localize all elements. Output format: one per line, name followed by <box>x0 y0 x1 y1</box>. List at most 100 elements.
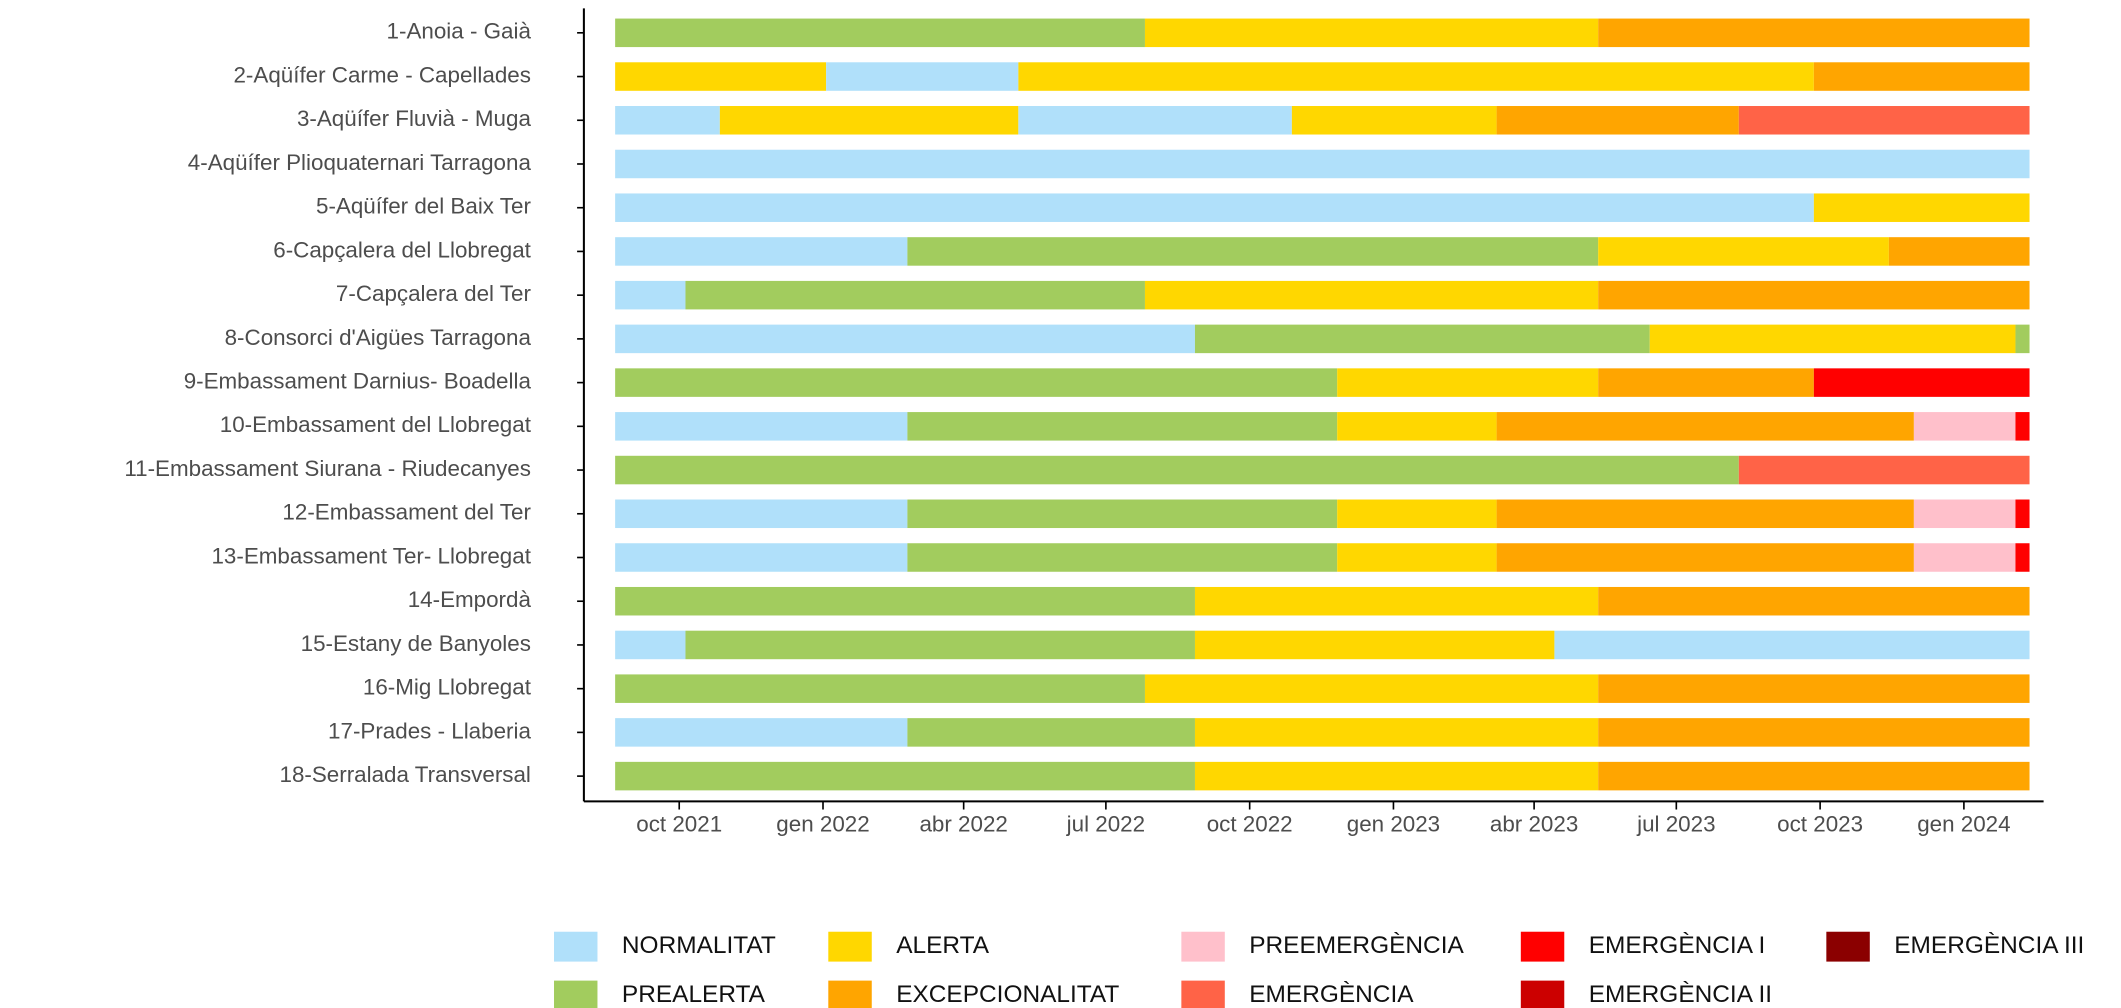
legend-label: EXCEPCIONALITAT <box>896 981 1119 1008</box>
segment <box>615 412 908 441</box>
segment <box>1813 62 2030 91</box>
x-tick-label: oct 2022 <box>1207 812 1293 837</box>
segment <box>2015 324 2030 354</box>
segment <box>615 149 2030 179</box>
segment <box>1194 630 1555 660</box>
y-tick-label: 13-Embassament Ter- Llobregat <box>211 543 531 568</box>
segment <box>1337 499 1497 529</box>
legend-key <box>1520 980 1565 1008</box>
segment <box>1738 106 2030 135</box>
y-tick-label: 15-Estany de Banyoles <box>301 631 531 656</box>
segment <box>2015 412 2030 441</box>
x-tick-label: gen 2024 <box>1917 812 2010 837</box>
segment <box>615 324 1195 354</box>
y-tick-label: 2-Aqüífer Carme - Capellades <box>233 62 530 87</box>
segment <box>615 62 827 91</box>
segment <box>1598 368 1814 397</box>
legend-label: PREEMERGÈNCIA <box>1249 932 1464 959</box>
segment <box>615 237 908 266</box>
segment <box>1598 280 2030 310</box>
segment <box>1291 106 1497 135</box>
segment <box>1598 18 2030 48</box>
y-tick-label: 4-Aqüífer Plioquaternari Tarragona <box>188 150 532 175</box>
legend-label: EMERGÈNCIA <box>1249 981 1414 1008</box>
x-tick-label: oct 2023 <box>1777 812 1863 837</box>
legend-label: EMERGÈNCIA III <box>1894 932 2084 959</box>
x-tick-label: jul 2023 <box>1636 812 1715 837</box>
y-tick-label: 3-Aqüífer Fluvià - Muga <box>297 106 532 131</box>
segment <box>615 368 1338 397</box>
segment <box>1913 543 2016 572</box>
legend-label: ALERTA <box>896 932 990 959</box>
segment <box>1194 718 1599 747</box>
segment <box>1194 324 1650 354</box>
x-tick-label: jul 2022 <box>1066 812 1145 837</box>
segment <box>907 499 1338 529</box>
legend-label: EMERGÈNCIA I <box>1589 932 1766 959</box>
segment <box>1598 586 2030 616</box>
segment <box>1018 106 1292 135</box>
segment <box>1337 412 1497 441</box>
legend-key <box>828 980 872 1008</box>
segment <box>719 106 1019 135</box>
y-tick-label: 12-Embassament del Ter <box>282 500 531 525</box>
segment <box>615 761 1195 791</box>
x-tick-label: abr 2022 <box>919 812 1007 837</box>
segment <box>1144 280 1599 310</box>
segment <box>1913 412 2016 441</box>
x-tick-label: gen 2022 <box>776 812 869 837</box>
segment <box>1813 193 2030 222</box>
y-tick-label: 10-Embassament del Llobregat <box>220 412 532 437</box>
y-tick-label: 6-Capçalera del Llobregat <box>273 237 531 262</box>
segment <box>1598 761 2030 791</box>
y-tick-label: 9-Embassament Darnius- Boadella <box>184 369 532 394</box>
segment <box>1144 674 1599 703</box>
y-tick-label: 16-Mig Llobregat <box>363 675 532 700</box>
segment <box>615 586 1195 616</box>
y-tick-label: 11-Embassament Siurana - Riudecanyes <box>124 456 531 481</box>
segment <box>1496 106 1739 135</box>
legend-key <box>554 980 598 1008</box>
legend-label: EMERGÈNCIA II <box>1589 981 1772 1008</box>
segment <box>1496 543 1914 572</box>
segment <box>2015 499 2030 529</box>
legend-key <box>1181 931 1225 962</box>
legend-key <box>828 931 872 962</box>
y-tick-label: 1-Anoia - Gaià <box>387 19 532 44</box>
legend-key <box>554 931 598 962</box>
y-tick-label: 8-Consorci d'Aigües Tarragona <box>225 325 532 350</box>
segment <box>615 280 686 310</box>
x-tick-label: abr 2023 <box>1490 812 1578 837</box>
x-tick-label: gen 2023 <box>1347 812 1440 837</box>
segment <box>685 630 1195 660</box>
segment <box>1888 237 2030 266</box>
segment <box>1144 18 1599 48</box>
y-tick-label: 14-Empordà <box>408 587 532 612</box>
segment <box>826 62 1019 91</box>
segment <box>1018 62 1814 91</box>
segment <box>1337 543 1497 572</box>
segment <box>1813 368 2030 397</box>
segment <box>907 543 1338 572</box>
segment <box>907 718 1195 747</box>
segment <box>907 237 1599 266</box>
segment <box>2015 543 2030 572</box>
segment <box>1649 324 2016 354</box>
segment <box>615 455 1739 485</box>
segment <box>1496 412 1914 441</box>
segment <box>685 280 1145 310</box>
legend-key <box>1181 980 1225 1008</box>
segment <box>1496 499 1914 529</box>
y-tick-label: 18-Serralada Transversal <box>280 762 531 787</box>
legend-key <box>1826 931 1870 962</box>
segment <box>1554 630 2030 660</box>
y-tick-label: 17-Prades - Llaberia <box>328 718 531 743</box>
legend-key <box>1520 931 1565 962</box>
y-tick-label: 5-Aqüífer del Baix Ter <box>316 194 531 219</box>
segment <box>615 499 908 529</box>
segment <box>907 412 1338 441</box>
x-tick-label: oct 2021 <box>636 812 722 837</box>
segment <box>1598 674 2030 703</box>
segment <box>615 674 1145 703</box>
